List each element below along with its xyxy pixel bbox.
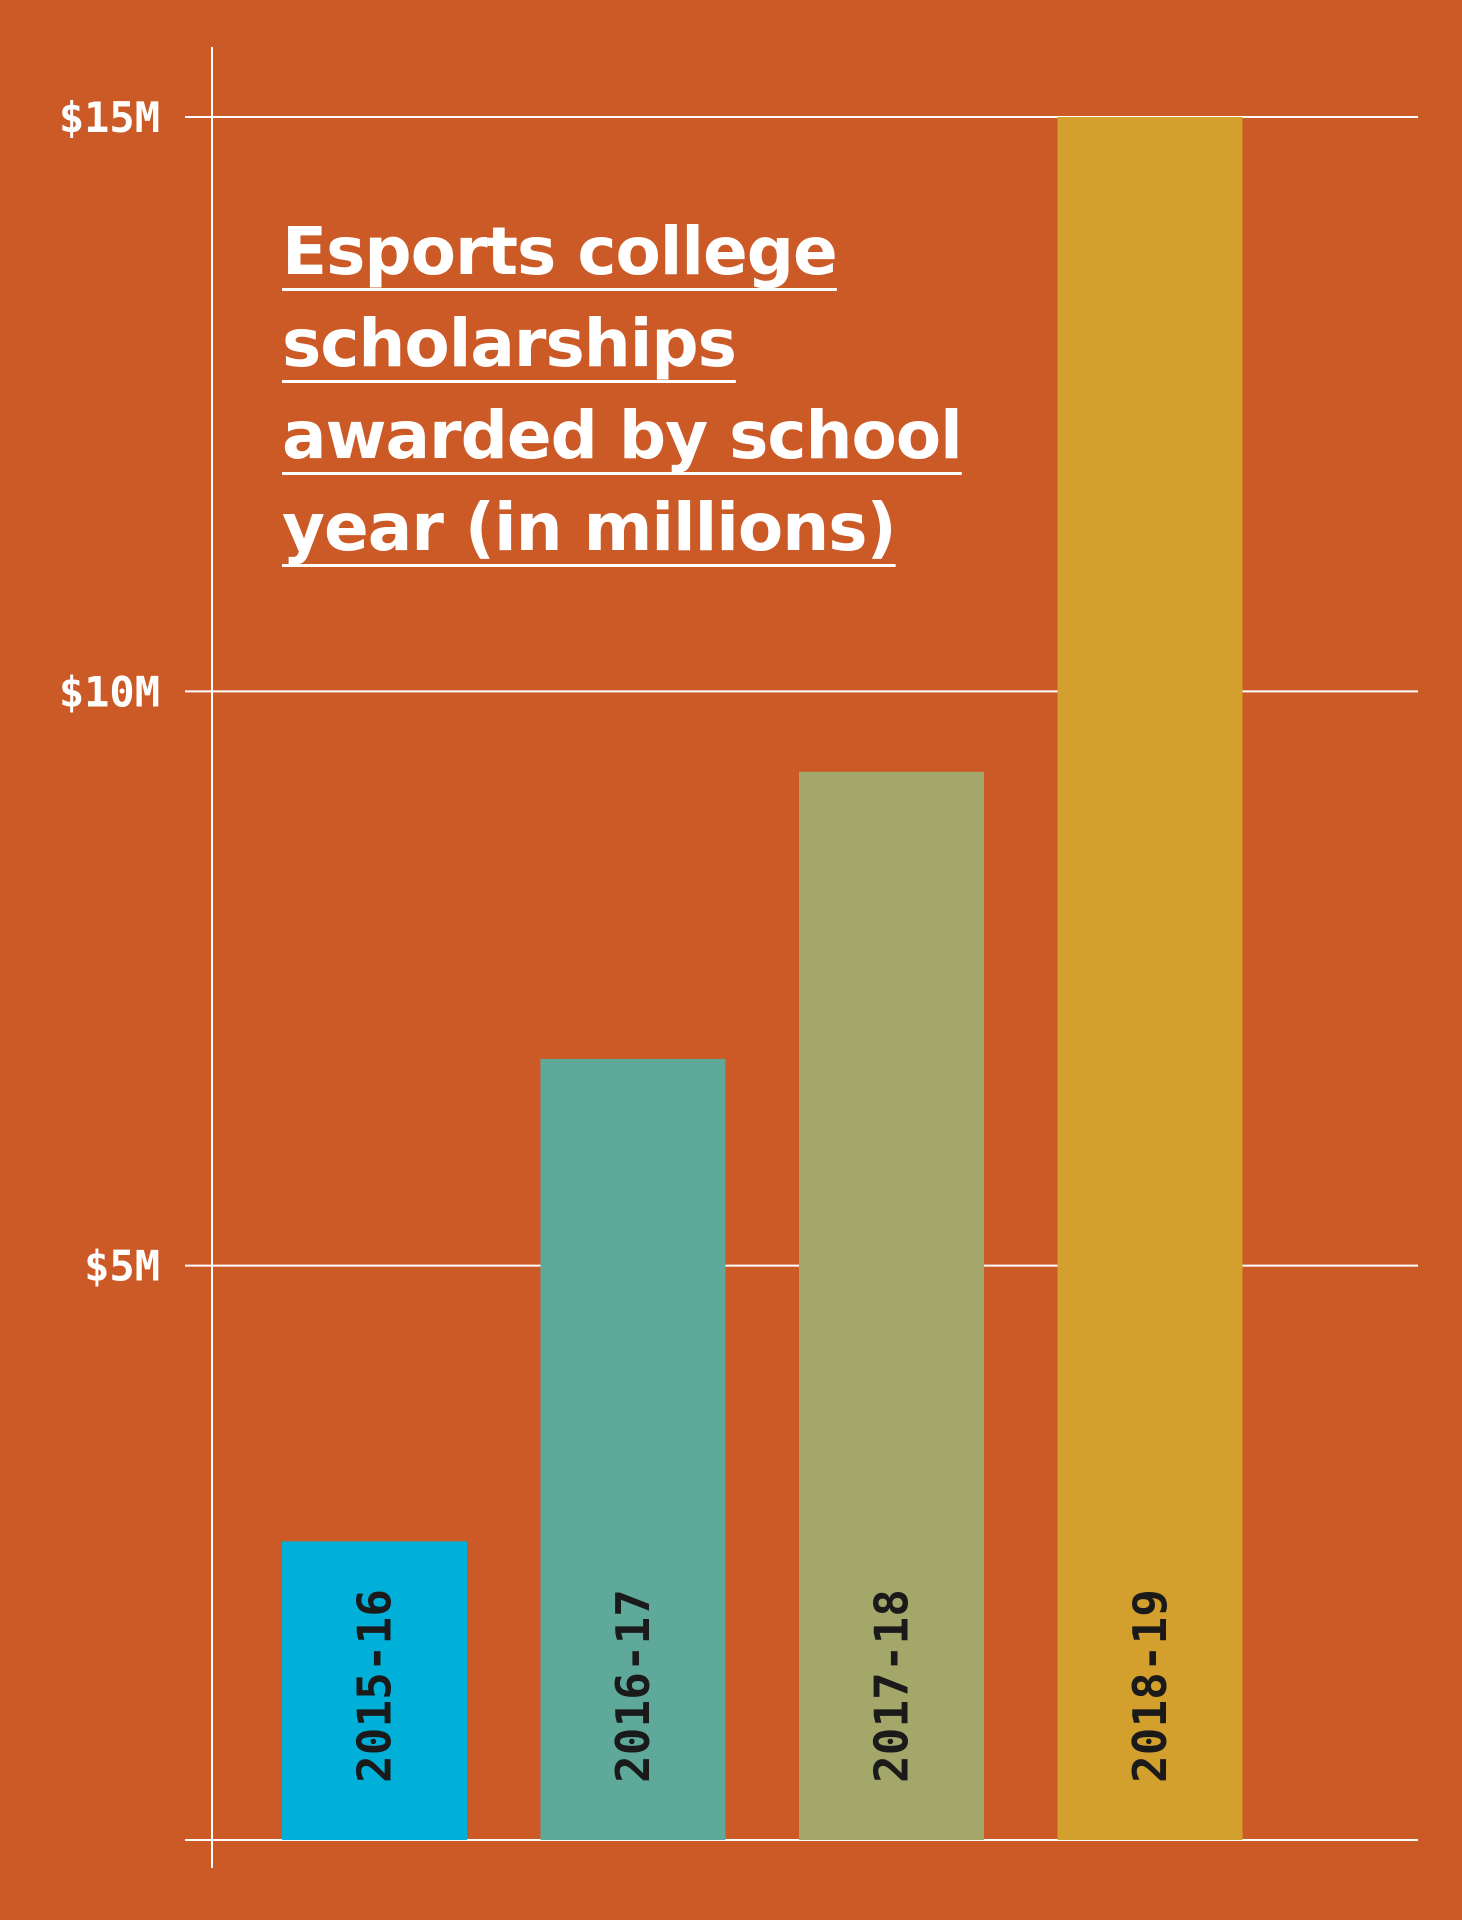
- category-label: 2017-18: [865, 1589, 919, 1783]
- chart-title-line-2: scholarships: [282, 305, 737, 382]
- y-tick-label: $10M: [59, 667, 160, 716]
- chart-title-line-4: year (in millions): [282, 489, 897, 566]
- bar-2018-19: [1057, 117, 1243, 1840]
- chart-title-line-3: awarded by school: [282, 397, 963, 474]
- bars: [282, 117, 1243, 1840]
- category-labels: 2015-16 2016-17 2017-18 2018-19: [348, 1589, 1178, 1783]
- bar-2016-17: [540, 1058, 726, 1840]
- category-label: 2016-17: [606, 1589, 660, 1783]
- y-tick-label: $5M: [84, 1242, 160, 1291]
- bar-2017-18: [799, 771, 984, 1840]
- category-label: 2015-16: [348, 1589, 402, 1783]
- y-tick-labels: $5M $10M $15M: [59, 93, 160, 1291]
- y-tick-label: $15M: [59, 93, 160, 142]
- category-label: 2018-19: [1123, 1589, 1177, 1783]
- chart-title-line-1: Esports college: [282, 213, 838, 290]
- bar-2015-16: [282, 1541, 467, 1840]
- chart-title: Esports college scholarships awarded by …: [282, 206, 1042, 574]
